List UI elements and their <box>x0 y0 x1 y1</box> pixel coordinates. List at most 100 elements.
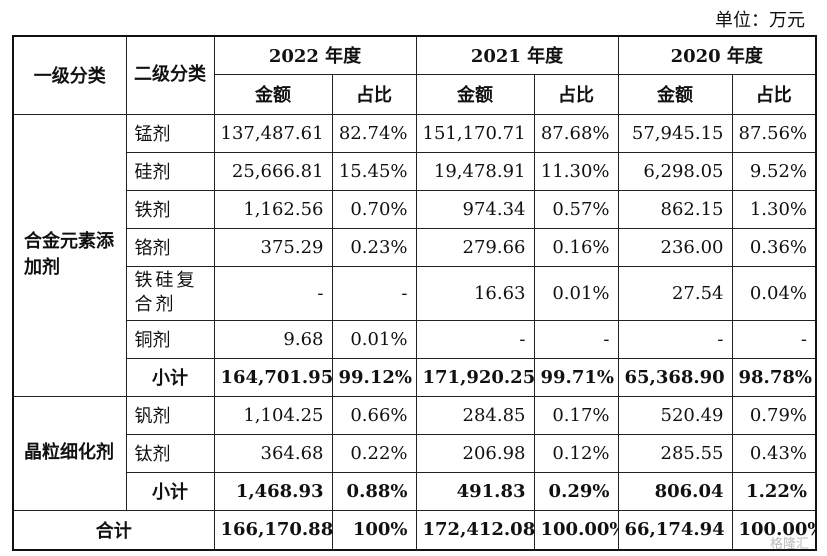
cell: 98.78% <box>731 357 817 397</box>
header-level1: 一级分类 <box>12 35 127 115</box>
cell: 0.43% <box>731 433 817 473</box>
row-label: 铁硅复合剂 <box>125 265 215 321</box>
table-row: 硅剂 25,666.81 15.45% 19,478.91 11.30% 6,2… <box>13 151 817 191</box>
table-row: 铜剂 9.68 0.01% - - - - <box>13 319 817 359</box>
cell: 1.30% <box>731 189 817 229</box>
cell: 0.23% <box>331 227 417 267</box>
cell: 206.98 <box>415 433 535 473</box>
cell: 0.01% <box>533 265 619 321</box>
cell: 520.49 <box>617 395 733 435</box>
cell: 11.30% <box>533 151 619 191</box>
header-ratio: 占比 <box>731 73 817 115</box>
subtotal-label: 小计 <box>125 357 215 397</box>
cell: 25,666.81 <box>213 151 333 191</box>
cell: - <box>331 265 417 321</box>
cell: 0.22% <box>331 433 417 473</box>
row-label: 铁剂 <box>125 189 215 229</box>
cell: 1,162.56 <box>213 189 333 229</box>
cell: 0.70% <box>331 189 417 229</box>
category-alloy: 合金元素添加剂 <box>12 113 127 397</box>
cell: - <box>617 319 733 359</box>
subtotal-label: 小计 <box>125 471 215 511</box>
cell: 1,468.93 <box>213 471 333 511</box>
cell: 151,170.71 <box>415 113 535 153</box>
cell: 57,945.15 <box>617 113 733 153</box>
cell: - <box>533 319 619 359</box>
header-year-2022: 2022 年度 <box>213 35 417 75</box>
cell: 99.12% <box>331 357 417 397</box>
cell: - <box>415 319 535 359</box>
cell: 284.85 <box>415 395 535 435</box>
cell: 974.34 <box>415 189 535 229</box>
header-year-2021: 2021 年度 <box>415 35 619 75</box>
watermark-logo: 格隆汇 <box>769 537 809 552</box>
cell: 285.55 <box>617 433 733 473</box>
header-year-2020: 2020 年度 <box>617 35 817 75</box>
cell: 100.00% <box>533 509 619 551</box>
subtotal-row: 小计 164,701.95 99.12% 171,920.25 99.71% 6… <box>13 357 817 397</box>
table-row: 合金元素添加剂 锰剂 137,487.61 82.74% 151,170.71 … <box>12 113 817 397</box>
cell: - <box>731 319 817 359</box>
cell: 99.71% <box>533 357 619 397</box>
cell: 0.36% <box>731 227 817 267</box>
cell: 236.00 <box>617 227 733 267</box>
row-label: 铜剂 <box>125 319 215 359</box>
cell: 0.01% <box>331 319 417 359</box>
total-label: 合计 <box>12 509 215 551</box>
table-row: 铁剂 1,162.56 0.70% 974.34 0.57% 862.15 1.… <box>13 189 817 229</box>
total-row: 合计 166,170.88 100% 172,412.08 100.00% 66… <box>12 509 817 551</box>
cell: 0.17% <box>533 395 619 435</box>
cell: - <box>213 265 333 321</box>
category-grain: 晶粒细化剂 <box>12 395 127 511</box>
table-row: 铁硅复合剂 - - 16.63 0.01% 27.54 0.04% <box>13 265 817 321</box>
revenue-by-category-table: 一级分类 二级分类 2022 年度 2021 年度 2020 年度 金额 占比 … <box>12 35 817 551</box>
header-level2: 二级分类 <box>125 35 215 115</box>
cell: 9.52% <box>731 151 817 191</box>
cell: 862.15 <box>617 189 733 229</box>
row-label: 钛剂 <box>125 433 215 473</box>
row-label: 硅剂 <box>125 151 215 191</box>
cell: 491.83 <box>415 471 535 511</box>
cell: 9.68 <box>213 319 333 359</box>
cell: 100% <box>331 509 417 551</box>
cell: 137,487.61 <box>213 113 333 153</box>
subtotal-row: 小计 1,468.93 0.88% 491.83 0.29% 806.04 1.… <box>13 471 817 511</box>
cell: 82.74% <box>331 113 417 153</box>
cell: 0.16% <box>533 227 619 267</box>
cell: 66,174.94 <box>617 509 733 551</box>
header-ratio: 占比 <box>533 73 619 115</box>
cell: 0.88% <box>331 471 417 511</box>
cell: 19,478.91 <box>415 151 535 191</box>
cell: 65,368.90 <box>617 357 733 397</box>
header-amount: 金额 <box>415 73 535 115</box>
cell: 16.63 <box>415 265 535 321</box>
cell: 87.68% <box>533 113 619 153</box>
table-row: 钛剂 364.68 0.22% 206.98 0.12% 285.55 0.43… <box>13 433 817 473</box>
cell: 0.04% <box>731 265 817 321</box>
cell: 87.56% <box>731 113 817 153</box>
cell: 806.04 <box>617 471 733 511</box>
cell: 15.45% <box>331 151 417 191</box>
header-amount: 金额 <box>617 73 733 115</box>
cell: 0.29% <box>533 471 619 511</box>
unit-label: 单位：万元 <box>715 10 805 31</box>
table-row: 晶粒细化剂 钒剂 1,104.25 0.66% 284.85 0.17% 520… <box>12 395 817 511</box>
cell: 166,170.88 <box>213 509 333 551</box>
cell: 0.12% <box>533 433 619 473</box>
cell: 0.66% <box>331 395 417 435</box>
header-ratio: 占比 <box>331 73 417 115</box>
cell: 27.54 <box>617 265 733 321</box>
cell: 0.79% <box>731 395 817 435</box>
cell: 100.00% <box>731 509 817 551</box>
row-label: 钒剂 <box>125 395 215 435</box>
cell: 375.29 <box>213 227 333 267</box>
table-row: 铬剂 375.29 0.23% 279.66 0.16% 236.00 0.36… <box>13 227 817 267</box>
cell: 0.57% <box>533 189 619 229</box>
header-amount: 金额 <box>213 73 333 115</box>
row-label: 锰剂 <box>125 113 215 153</box>
row-label: 铬剂 <box>125 227 215 267</box>
cell: 164,701.95 <box>213 357 333 397</box>
cell: 171,920.25 <box>415 357 535 397</box>
cell: 6,298.05 <box>617 151 733 191</box>
cell: 364.68 <box>213 433 333 473</box>
